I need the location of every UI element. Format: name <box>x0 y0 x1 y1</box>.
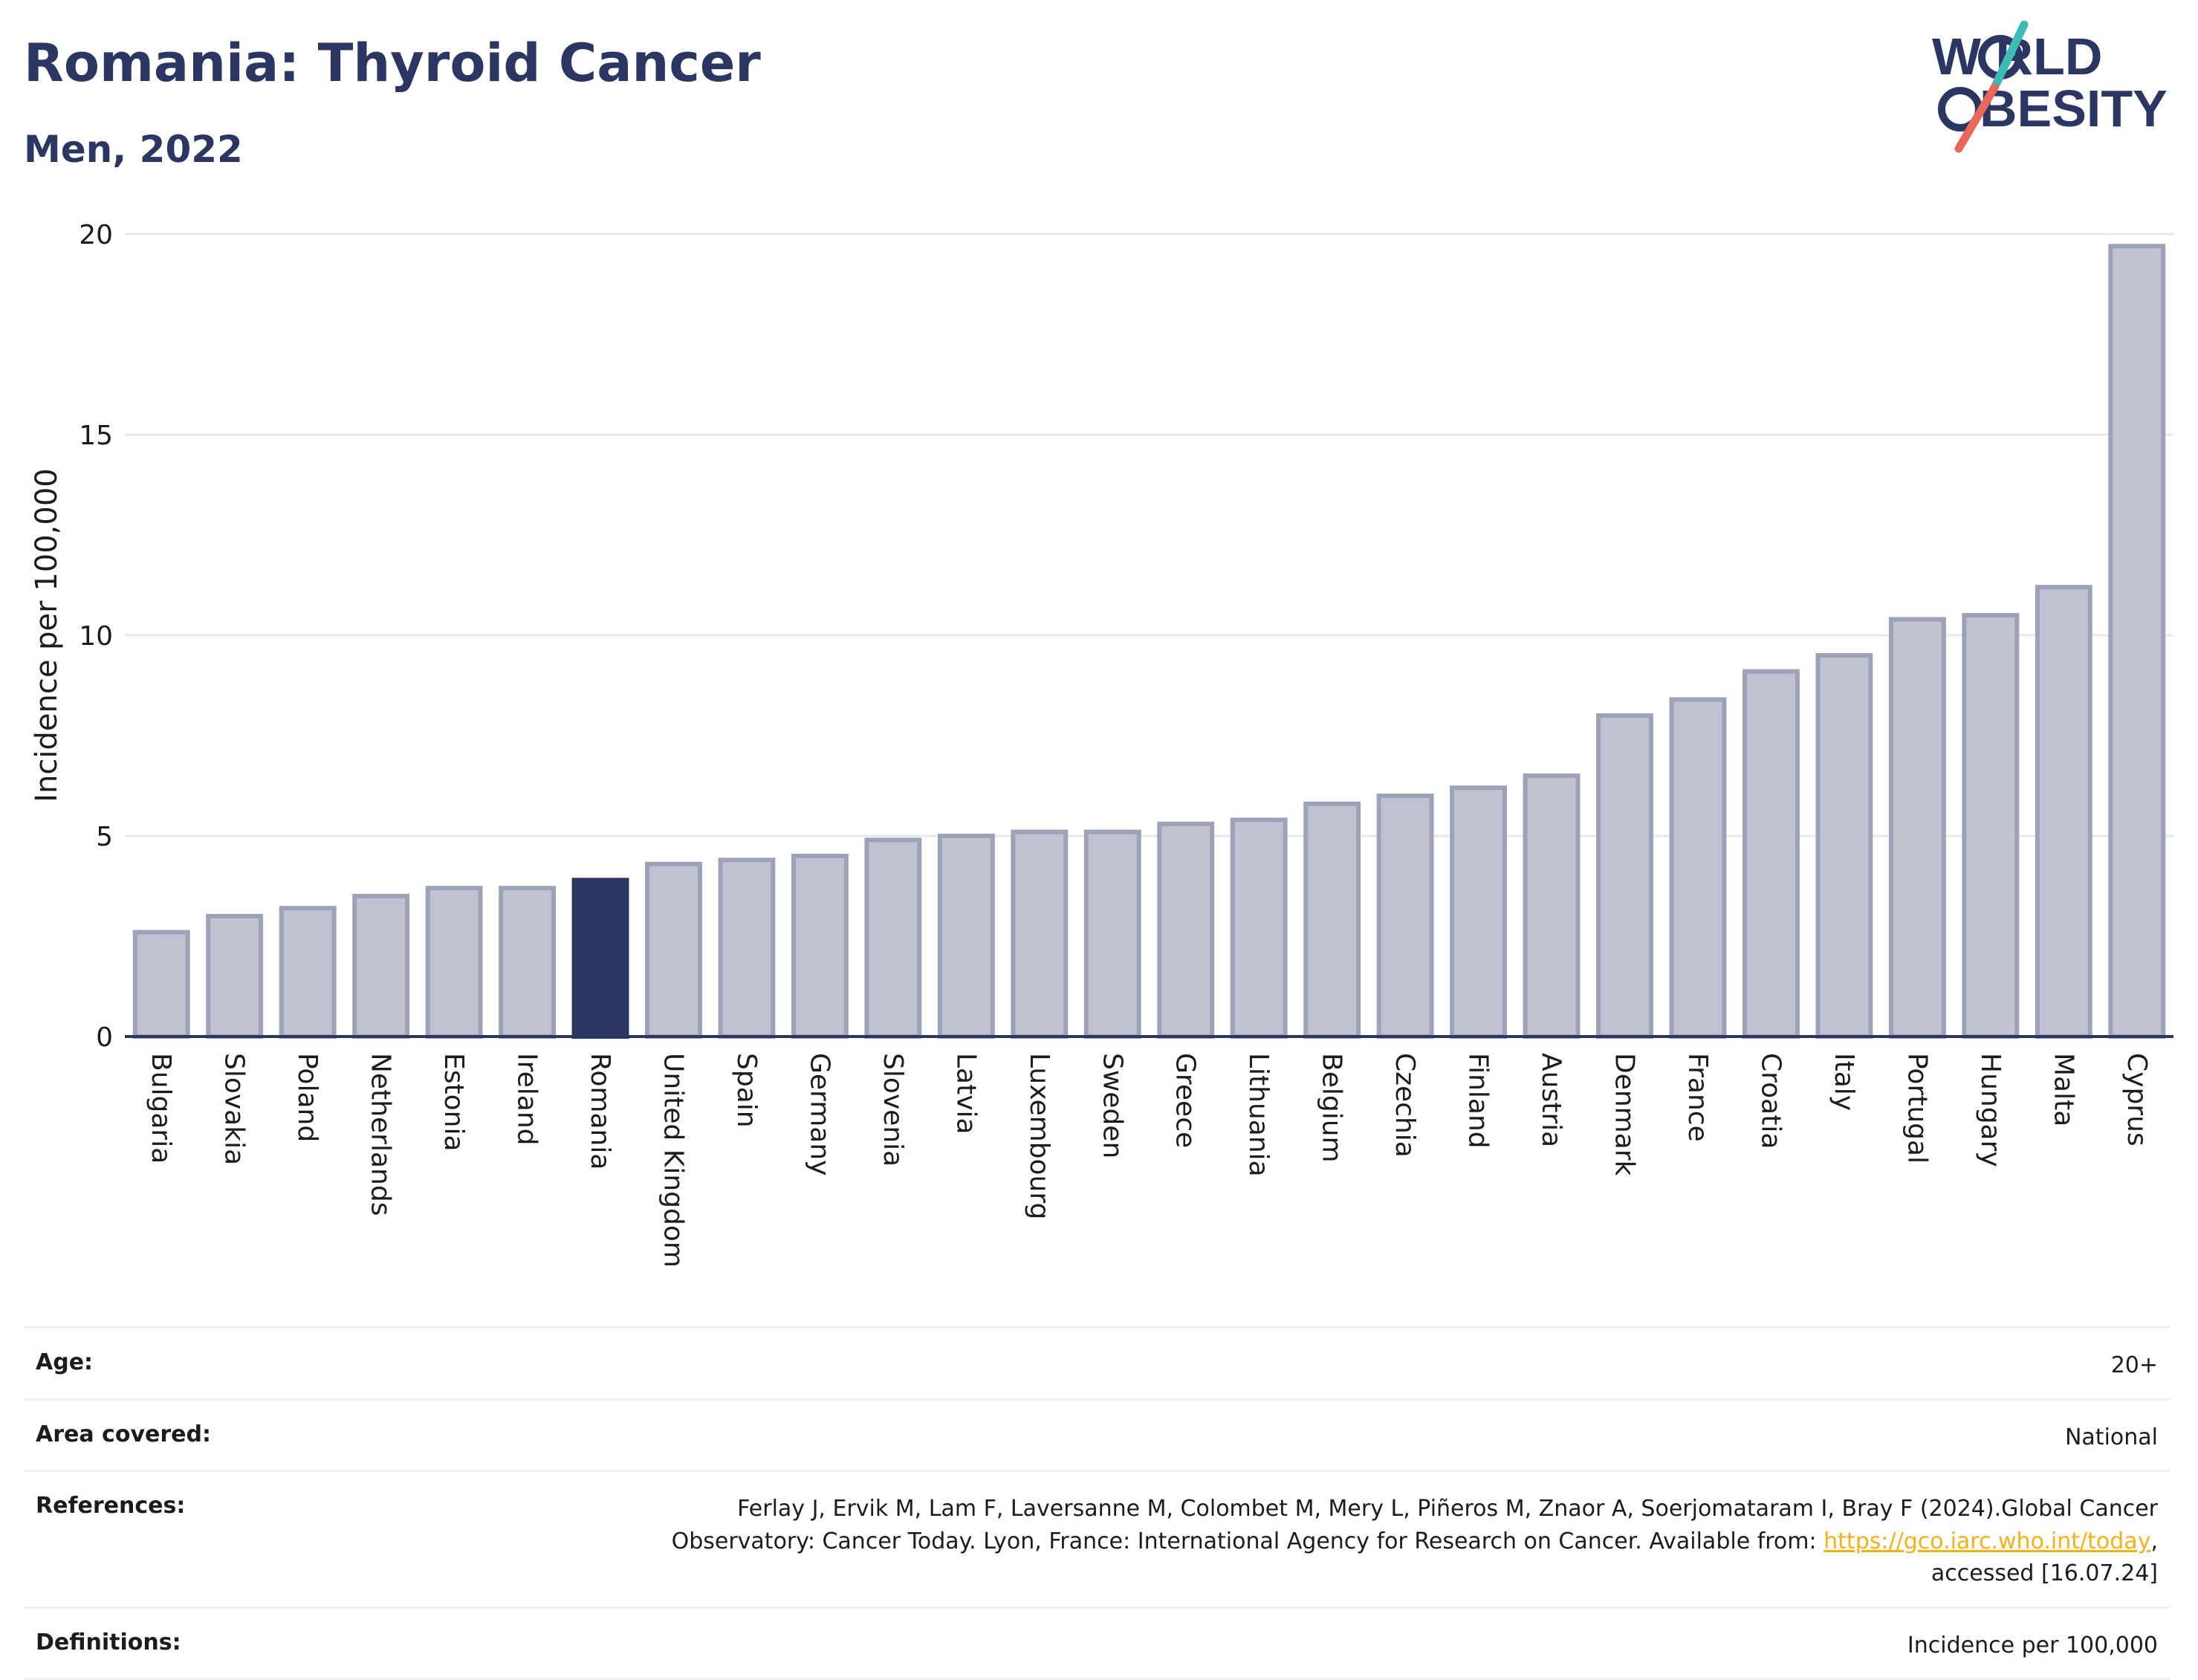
bar-poland <box>282 908 334 1037</box>
age-value: 20+ <box>2111 1349 2158 1382</box>
x-tick-label: Portugal <box>1902 1053 1932 1164</box>
area-value: National <box>2065 1421 2158 1454</box>
bar-finland <box>1452 788 1505 1037</box>
chart-title: Romania: Thyroid Cancer <box>24 33 761 94</box>
y-tick-label: 15 <box>79 421 113 451</box>
bar-france <box>1672 699 1725 1037</box>
bar-denmark <box>1598 716 1651 1037</box>
bar-luxembourg <box>1013 832 1066 1037</box>
world-obesity-logo: W RLD BESITY <box>1932 21 2185 162</box>
definitions-label: Definitions: <box>36 1629 181 1655</box>
y-tick-label: 0 <box>96 1022 113 1053</box>
x-tick-label: Greece <box>1170 1053 1201 1148</box>
bar-lithuania <box>1233 820 1286 1037</box>
y-tick-label: 20 <box>79 220 113 250</box>
x-tick-label: Ireland <box>512 1053 542 1146</box>
bar-ireland <box>501 888 554 1037</box>
chart-subtitle: Men, 2022 <box>24 128 243 171</box>
bar-united-kingdom <box>647 864 700 1037</box>
bar-austria <box>1526 776 1578 1037</box>
x-tick-label: Luxembourg <box>1024 1053 1054 1219</box>
bar-greece <box>1159 824 1212 1037</box>
bars <box>135 246 2163 1037</box>
metadata-table: Age: 20+ Area covered: National Referenc… <box>24 1326 2170 1680</box>
x-tick-label: Romania <box>585 1053 615 1170</box>
x-tick-label: Spain <box>731 1053 762 1128</box>
bar-netherlands <box>354 896 407 1037</box>
x-tick-label: Denmark <box>1609 1053 1640 1176</box>
bar-sweden <box>1086 832 1139 1037</box>
logo-line-obesity: BESITY <box>1980 80 2168 137</box>
x-tick-label: Belgium <box>1317 1053 1347 1163</box>
x-tick-label: Sweden <box>1097 1053 1127 1158</box>
references-link[interactable]: https://gco.iarc.who.int/today <box>1823 1528 2150 1554</box>
bar-bulgaria <box>135 933 188 1037</box>
x-tick-label: Slovakia <box>219 1053 250 1165</box>
x-tick-labels: Bulgaria Slovakia Poland Netherlands Estonia… <box>146 1053 2152 1268</box>
y-axis-label: Incidence per 100,000 <box>30 468 64 802</box>
x-tick-label: Hungary <box>1975 1053 2006 1167</box>
bar-slovakia <box>208 916 261 1037</box>
x-tick-label: Estonia <box>438 1053 469 1152</box>
x-tick-label: Czechia <box>1390 1053 1420 1158</box>
bar-portugal <box>1891 619 1944 1037</box>
y-tick-labels: 0 5 10 15 20 <box>79 220 113 1053</box>
x-tick-label: Netherlands <box>366 1053 396 1216</box>
x-tick-label: Lithuania <box>1243 1053 1274 1177</box>
x-tick-label: Germany <box>804 1053 834 1175</box>
x-tick-label: Poland <box>292 1053 322 1142</box>
x-tick-label: Austria <box>1536 1053 1566 1147</box>
bar-romania <box>574 880 627 1037</box>
definitions-value: Incidence per 100,000 <box>1907 1629 2158 1662</box>
bar-chart: 0 5 10 15 20 Bulgaria Slovakia Poland Netherlan… <box>0 208 2198 1323</box>
x-tick-label: Finland <box>1463 1053 1494 1149</box>
references-value: Ferlay J, Ervik M, Lam F, Laversanne M, … <box>597 1493 2158 1590</box>
y-tick-label: 5 <box>96 822 113 852</box>
x-tick-label: France <box>1682 1053 1713 1142</box>
x-tick-label: Bulgaria <box>146 1053 176 1164</box>
x-tick-label: Slovenia <box>878 1053 908 1167</box>
meta-row-area: Area covered: National <box>24 1398 2170 1470</box>
x-tick-label: Malta <box>2048 1053 2078 1126</box>
bar-spain <box>720 860 773 1037</box>
age-label: Age: <box>36 1349 93 1375</box>
bar-malta <box>2037 587 2090 1037</box>
x-tick-label: Cyprus <box>2121 1053 2152 1147</box>
area-label: Area covered: <box>36 1421 211 1447</box>
x-tick-label: United Kingdom <box>658 1053 688 1268</box>
meta-row-definitions: Definitions: Incidence per 100,000 <box>24 1606 2170 1680</box>
meta-row-references: References: Ferlay J, Ervik M, Lam F, La… <box>24 1470 2170 1606</box>
x-tick-label: Latvia <box>950 1053 981 1135</box>
bar-croatia <box>1745 672 1797 1037</box>
references-label: References: <box>36 1493 185 1519</box>
bar-cyprus <box>2110 246 2163 1037</box>
bar-germany <box>794 856 846 1037</box>
bar-czechia <box>1379 796 1432 1037</box>
x-tick-label: Croatia <box>1755 1053 1786 1149</box>
bar-estonia <box>428 888 481 1037</box>
meta-row-age: Age: 20+ <box>24 1326 2170 1398</box>
bar-hungary <box>1964 615 2017 1037</box>
y-tick-label: 10 <box>79 621 113 652</box>
x-tick-label: Italy <box>1829 1053 1859 1111</box>
bar-italy <box>1818 655 1870 1037</box>
bar-belgium <box>1306 804 1358 1037</box>
bar-latvia <box>940 836 993 1037</box>
bar-slovenia <box>866 840 919 1037</box>
